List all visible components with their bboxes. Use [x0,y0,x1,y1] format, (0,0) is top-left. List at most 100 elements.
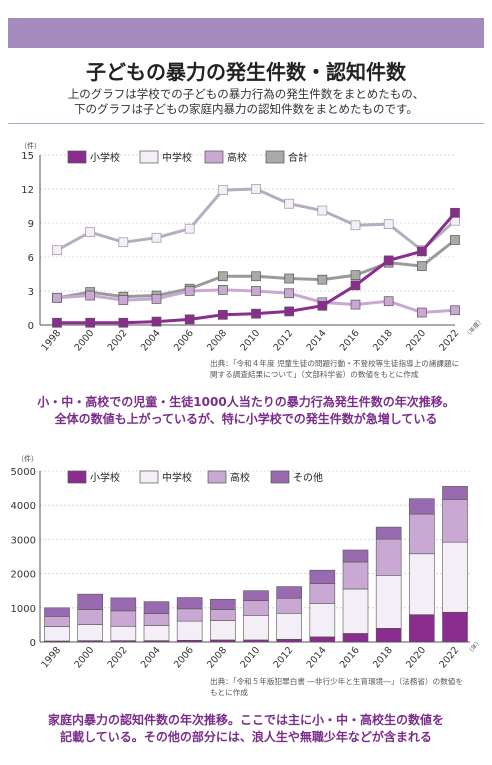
line-point-0 [450,207,460,218]
bar-segment-2 [44,616,70,627]
line-chart-source-line-1: 出典：「令和４年度 児童生徒の問題行動・不登校等生徒指導上の諸課題に [210,359,460,368]
line-x-tick-label: 2022 [437,328,461,354]
bar-x-tick-label: 2010 [238,645,262,671]
line-x-tick-label: 2008 [205,328,229,354]
line-y-tick-label: 3 [28,287,34,298]
line-point-2 [284,288,295,299]
line-point-3 [251,271,261,282]
line-point-0 [217,309,228,320]
bar-segment-2 [276,597,302,614]
bar-segment-1 [442,541,468,613]
bar-segment-3 [442,486,468,500]
line-x-tick-label: 2012 [271,328,295,354]
line-x-tick-label: 2016 [338,328,362,354]
line-y-unit-label: （件） [20,141,41,150]
bar-y-tick-label: 5000 [11,467,36,478]
bar-segment-0 [375,628,402,643]
line-point-2 [416,307,427,318]
bar-segment-2 [176,608,203,622]
line-legend-swatch [67,150,87,164]
bar-x-tick-label: 2014 [305,645,329,671]
bar-x-tick-label: 2002 [106,645,130,671]
line-point-0 [118,317,129,328]
line-point-2 [184,286,195,296]
line-point-0 [317,300,328,311]
bar-legend-label: 小学校 [90,471,120,484]
line-point-1 [383,219,394,229]
bar-segment-1 [77,624,103,641]
bar-segment-1 [276,612,302,640]
bar-x-tick-label: 2006 [172,645,196,671]
bar-chart-caption-line-2: 記載している。その他の部分には、浪人生や無職少年などが含まれる [60,730,432,744]
bar-x-tick-label: 2004 [139,645,163,671]
bar-x-tick-label: 2020 [404,645,428,671]
line-point-1 [317,205,328,216]
line-point-3 [284,273,295,284]
line-x-tick-label: 2010 [238,328,262,354]
bar-segment-3 [375,526,402,540]
bar-segment-1 [210,620,236,641]
bar-segment-3 [143,601,170,614]
line-point-1 [251,184,261,194]
bar-segment-1 [110,625,137,641]
line-point-1 [52,245,62,256]
line-legend-swatch [204,150,224,164]
subtitle-line-2: 下のグラフは子どもの家庭内暴力の認知件数をまとめたものです。 [74,102,418,116]
line-chart-caption-line-1: 小・中・高校での児童・生徒1000人当たりの暴力行為発生件数の年次推移。 [37,395,455,409]
bar-segment-3 [44,607,70,617]
bar-segment-2 [309,583,336,604]
bar-segment-2 [375,538,402,576]
line-point-0 [383,255,394,266]
bar-chart: （件） 0 1000 2000 3000 4000 5000 1998 2000 2002 2004… [11,455,484,671]
bar-segment-0 [210,639,236,643]
bar-y-tick-label: 1000 [11,604,36,615]
bar-y-tick-label: 3000 [11,535,36,546]
bar-legend-swatch [67,470,87,484]
line-legend-swatch [265,150,285,164]
bar-segment-2 [442,499,468,543]
bar-segment-0 [276,638,302,643]
line-point-2 [350,299,361,310]
line-legend-label: 合計 [288,151,308,164]
line-x-unit-label: （年度） [463,316,485,340]
line-point-0 [52,317,62,328]
bar-chart-source: 出典：「令和５年版犯罪白書 ―非行少年と生育環境―」（法務省）の数値を もとに作… [210,676,463,698]
bar-segment-0 [309,636,336,643]
line-point-1 [118,237,129,248]
line-point-1 [151,232,162,243]
bar-segment-3 [210,598,236,610]
line-point-0 [350,280,361,291]
bar-legend-swatch [270,470,290,484]
bar-segment-2 [110,610,137,627]
line-y-tick-label: 0 [28,321,34,332]
bar-segment-2 [143,613,170,626]
bar-segment-1 [409,553,435,615]
line-point-3 [217,271,228,282]
bar-segment-3 [243,590,269,601]
bar-y-tick-label: 0 [30,638,36,649]
line-point-1 [350,220,361,231]
line-x-tick-label: 1998 [39,328,63,354]
line-point-3 [416,261,427,271]
line-point-1 [217,185,228,195]
line-point-2 [251,286,261,296]
page-title: 子どもの暴力の発生件数・認知件数 [86,60,406,84]
line-point-1 [85,227,96,237]
bar-chart-source-line-2: もとに作成 [210,688,248,697]
bar-segment-0 [409,614,435,643]
bar-legend-label: 高校 [230,471,250,484]
bar-segment-1 [44,626,70,642]
line-point-2 [217,285,228,295]
bar-segment-2 [210,609,236,621]
bar-y-tick-label: 2000 [11,570,36,581]
bar-segment-0 [342,633,369,643]
line-point-0 [251,308,261,319]
bar-legend-label: 中学校 [162,471,192,484]
bar-y-unit-label: （件） [17,455,38,463]
line-point-0 [85,317,96,328]
line-point-2 [151,294,162,304]
line-chart-source-line-2: 関する調査結果について」（文部科学省）の数値をもとに作成 [210,370,419,379]
bar-segment-2 [342,561,369,590]
bar-legend-swatch [139,470,159,484]
bar-x-tick-label: 2000 [72,645,96,671]
